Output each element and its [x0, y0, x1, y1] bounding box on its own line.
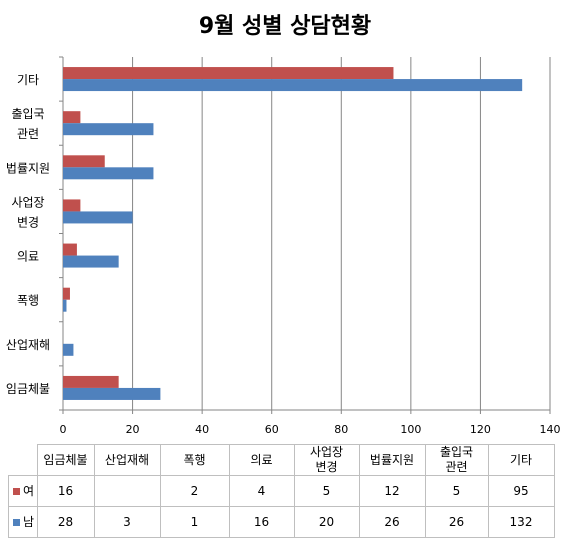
bar-female: [63, 243, 77, 256]
x-tick-label: 20: [126, 423, 140, 436]
table-value-cell: 20: [293, 506, 360, 538]
bar-male: [63, 387, 161, 400]
table-header-cell: 폭행: [159, 444, 230, 476]
table-header-cell: 의료: [228, 444, 295, 476]
legend-swatch: [13, 518, 20, 526]
y-category-label: 임금체불: [6, 382, 50, 396]
legend-key-male: 남: [8, 506, 38, 538]
bar-female: [63, 111, 81, 124]
y-category-label: 법률지원: [6, 161, 50, 175]
table-value-cell: 28: [36, 506, 95, 538]
table-header-cell: 산업재해: [93, 444, 161, 476]
y-category-label: 출입국 관련: [11, 107, 44, 141]
table-value-cell: 12: [358, 475, 426, 507]
table-value-cell: 2: [159, 475, 230, 507]
bar-female: [63, 199, 81, 212]
bar-male: [63, 167, 154, 180]
chart-plot: 0 20 40 60 80 100 120 140 임금체불 산업재해 폭행 의료 사업장 변경 법률지원 출…: [6, 56, 561, 436]
legend-label: 남: [23, 514, 35, 529]
legend-swatch: [13, 487, 20, 495]
bar-male: [63, 299, 67, 312]
legend-label: 여: [23, 483, 35, 498]
bar-female: [63, 67, 394, 80]
table-header-cell: 사업장 변경: [293, 444, 360, 476]
table-header-cell: 출입국 관련: [424, 444, 489, 476]
x-tick-label: 40: [195, 423, 209, 436]
x-tick-label: 80: [334, 423, 348, 436]
table-value-cell: 4: [228, 475, 295, 507]
table-header-cell: 기타: [487, 444, 555, 476]
bar-male: [63, 79, 523, 92]
bar-female: [63, 155, 105, 168]
x-tick-label: 140: [540, 423, 561, 436]
bar-male: [63, 343, 74, 356]
y-category-label: 의료: [17, 250, 39, 264]
table-value-cell: 16: [228, 506, 295, 538]
table-value-cell: 5: [293, 475, 360, 507]
data-table: 임금체불 산업재해 폭행 의료 사업장 변경 법률지원 출입국 관련 기타 여 16 2 4 5 12 5 9…: [8, 444, 555, 538]
table-header-cell: 법률지원: [358, 444, 426, 476]
x-tick-label: 60: [265, 423, 279, 436]
table-corner: [9, 445, 38, 476]
y-category-label: 폭행: [17, 293, 39, 308]
table-value-cell: 95: [487, 475, 555, 507]
table-value-cell: 1: [159, 506, 230, 538]
table-value-cell: 26: [424, 506, 489, 538]
chart-title: 9월 성별 상담현황: [198, 14, 372, 39]
table-value-cell: [93, 475, 161, 507]
x-tick-label: 0: [60, 423, 67, 436]
legend-key-female: 여: [8, 475, 38, 507]
table-value-cell: 16: [36, 475, 95, 507]
y-category-label: 사업장 변경: [11, 195, 44, 229]
table-value-cell: 3: [93, 506, 161, 538]
y-category-label: 기타: [17, 73, 39, 87]
bar-male: [63, 123, 154, 136]
x-tick-label: 100: [400, 423, 421, 436]
y-category-label: 산업재해: [6, 338, 50, 352]
table-header-cell: 임금체불: [36, 444, 95, 476]
bar-female: [63, 287, 70, 300]
bar-male: [63, 211, 133, 224]
bar-male: [63, 255, 119, 268]
table-value-cell: 5: [424, 475, 489, 507]
table-value-cell: 132: [487, 506, 555, 538]
bar-female: [63, 375, 119, 388]
x-tick-label: 120: [470, 423, 491, 436]
table-value-cell: 26: [358, 506, 426, 538]
